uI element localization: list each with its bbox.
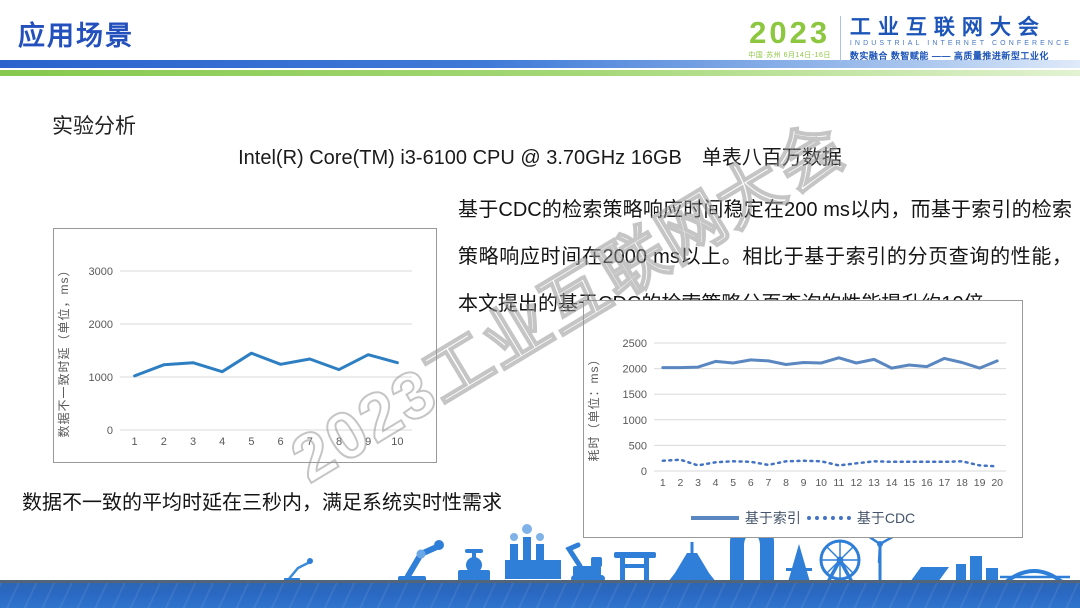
x-tick-label: 2 [677, 477, 683, 489]
x-tick-label: 20 [991, 477, 1003, 489]
x-tick-label: 1 [660, 477, 666, 489]
logo-name-cn: 工业互联网大会 [849, 16, 1046, 39]
x-tick-label: 6 [748, 477, 754, 489]
series-line-数据不一致时延 [133, 351, 399, 378]
y-tick-label: 0 [641, 466, 647, 478]
bottom-blue-band [0, 580, 1080, 608]
query-time-chart: 0 500 1000 1500 2000 2500 1 2 3 4 5 6 7 8 9 10 11 12 13 14 1… [583, 300, 1023, 538]
logo-tagline: 数实融合 数智赋能 —— 高质量推进新型工业化 [849, 51, 1049, 61]
conclusion-line: 数据不一致的平均时延在三秒内，满足系统实时性需求 [22, 492, 502, 514]
y-tick-label: 2000 [623, 364, 647, 376]
y-axis-label: 耗时（单位：ms） [586, 353, 601, 462]
x-tick-label: 16 [921, 477, 933, 489]
latency-chart: 0 1000 2000 3000 1 2 3 4 5 6 7 8 9 10 数据不一致时延（单位，ms） [53, 228, 437, 463]
y-tick-label: 1500 [623, 389, 647, 401]
y-axis-label: 数据不一致时延（单位，ms） [56, 264, 71, 438]
x-tick-label: 6 [278, 436, 284, 448]
logo-name-en: INDUSTRIAL INTERNET CONFERENCE [849, 40, 1072, 47]
legend-label: 基于CDC [856, 510, 916, 526]
x-tick-label: 10 [391, 436, 403, 448]
x-tick-label: 13 [868, 477, 880, 489]
series-line-基于索引 [661, 356, 999, 370]
divider-gap [0, 68, 1080, 70]
y-tick-label: 1000 [623, 415, 647, 427]
x-tick-label: 2 [161, 436, 167, 448]
legend-label: 基于索引 [744, 510, 801, 526]
legend-sample-solid [690, 516, 739, 520]
x-tick-label: 3 [695, 477, 701, 489]
divider-green-bar [0, 70, 1080, 76]
chart-legend: 基于索引 基于CDC [690, 501, 916, 535]
x-tick-label: 7 [765, 477, 771, 489]
divider-blue-bar [0, 60, 1080, 68]
x-tick-label: 10 [815, 477, 827, 489]
logo-year: 2023 [749, 15, 831, 50]
y-tick-label: 2000 [89, 319, 113, 331]
series-line-基于CDC [661, 458, 999, 468]
x-tick-label: 3 [190, 436, 196, 448]
x-tick-label: 7 [307, 436, 313, 448]
x-tick-label: 17 [939, 477, 951, 489]
y-tick-label: 0 [107, 425, 113, 437]
y-tick-label: 500 [629, 440, 647, 452]
x-tick-label: 8 [336, 436, 342, 448]
y-tick-label: 1000 [89, 372, 113, 384]
header-divider [0, 60, 1080, 76]
x-tick-label: 8 [783, 477, 789, 489]
x-tick-label: 9 [801, 477, 807, 489]
logo-venue: 中国·苏州 6月14日-16日 [748, 52, 831, 59]
x-tick-label: 9 [365, 436, 371, 448]
section-title: 实验分析 [52, 115, 136, 138]
page-title: 应用场景 [18, 21, 134, 51]
x-tick-label: 5 [730, 477, 736, 489]
y-tick-label: 3000 [89, 266, 113, 278]
logo-text-block: 工业互联网大会 INDUSTRIAL INTERNET CONFERENCE 数… [850, 16, 1072, 62]
logo-separator [839, 16, 841, 62]
latency-chart-svg: 0 1000 2000 3000 1 2 3 4 5 6 7 8 9 10 数据不一致时延（单位，ms） [56, 264, 412, 448]
x-tick-label: 14 [886, 477, 898, 489]
x-tick-label: 1 [132, 436, 138, 448]
x-tick-label: 4 [219, 436, 225, 448]
x-tick-label: 15 [903, 477, 915, 489]
legend-sample-dotted [806, 516, 851, 520]
x-tick-label: 18 [956, 477, 968, 489]
x-tick-label: 11 [833, 477, 844, 489]
cityscape-illustration [284, 524, 1070, 584]
x-tick-label: 19 [974, 477, 986, 489]
y-tick-label: 2500 [623, 338, 647, 350]
logo-year-block: 2023 中国·苏州 6月14日-16日 [748, 15, 831, 60]
x-tick-label: 4 [713, 477, 719, 489]
x-tick-label: 5 [248, 436, 254, 448]
hardware-spec-line: Intel(R) Core(TM) i3-6100 CPU @ 3.70GHz … [238, 147, 842, 169]
x-tick-label: 12 [851, 477, 863, 489]
conference-logo: 2023 中国·苏州 6月14日-16日 工业互联网大会 INDUSTRIAL … [748, 16, 1072, 62]
